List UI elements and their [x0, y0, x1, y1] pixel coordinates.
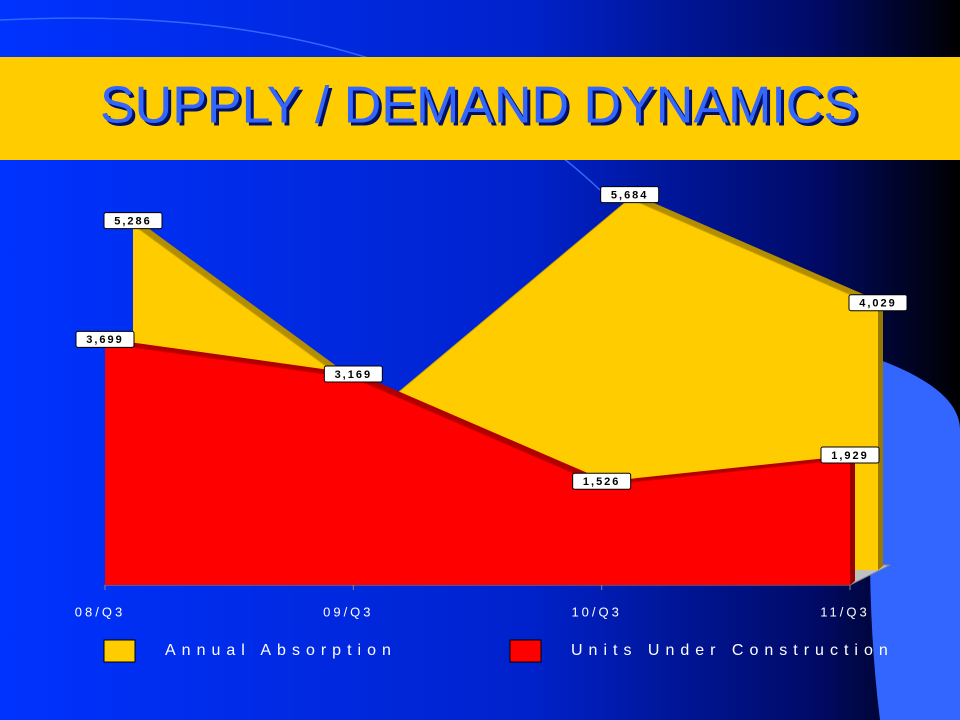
data-label-box	[103, 212, 163, 230]
data-label: 1,526	[583, 476, 621, 488]
area-edge	[133, 220, 387, 407]
area-side	[878, 302, 883, 570]
data-label: 3,699	[86, 334, 124, 346]
area-edge	[353, 373, 607, 486]
legend-label: Annual Absorption	[165, 642, 397, 659]
data-label: 5,286	[114, 216, 152, 228]
chart-title: SUPPLY / DEMAND DYNAMICS	[100, 77, 858, 135]
area-edge	[629, 194, 883, 307]
x-tick-label: 08/Q3	[75, 604, 125, 619]
area-line	[132, 198, 879, 408]
data-label-box	[820, 446, 880, 464]
plot: 5,286 5,684 4,029 3,699 3,169 1,526 1,929 08/Q3…	[75, 186, 908, 663]
data-label: 4,029	[859, 298, 897, 310]
area-side	[850, 454, 855, 585]
x-tick-label: 09/Q3	[323, 604, 373, 619]
title-band	[0, 57, 960, 160]
data-label-box	[600, 186, 660, 204]
area-fill	[105, 343, 850, 585]
x-tick-label: 10/Q3	[571, 604, 621, 619]
data-label-box	[848, 294, 908, 312]
area-edge	[105, 339, 359, 378]
area-edge	[601, 454, 855, 486]
legend-label: Units Under Construction	[571, 642, 894, 659]
data-label-box	[572, 472, 632, 490]
data-label-box	[75, 330, 135, 348]
area-line	[104, 342, 851, 486]
data-label-box	[323, 365, 383, 383]
legend-swatch	[103, 639, 136, 663]
data-label: 5,684	[611, 190, 649, 202]
legend-swatch	[509, 639, 542, 663]
title-shadow: SUPPLY / DEMAND DYNAMICS	[103, 80, 861, 138]
data-label: 3,169	[335, 369, 373, 381]
x-tick-label: 11/Q3	[820, 604, 869, 619]
data-label: 1,929	[831, 450, 869, 462]
decor-shape	[870, 360, 960, 720]
